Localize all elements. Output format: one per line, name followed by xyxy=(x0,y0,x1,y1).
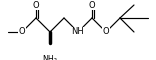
Text: NH₂: NH₂ xyxy=(42,55,58,60)
Text: O: O xyxy=(19,27,25,36)
Text: NH: NH xyxy=(72,27,84,36)
Text: O: O xyxy=(103,27,109,36)
Text: O: O xyxy=(33,0,39,9)
Text: O: O xyxy=(89,0,95,9)
